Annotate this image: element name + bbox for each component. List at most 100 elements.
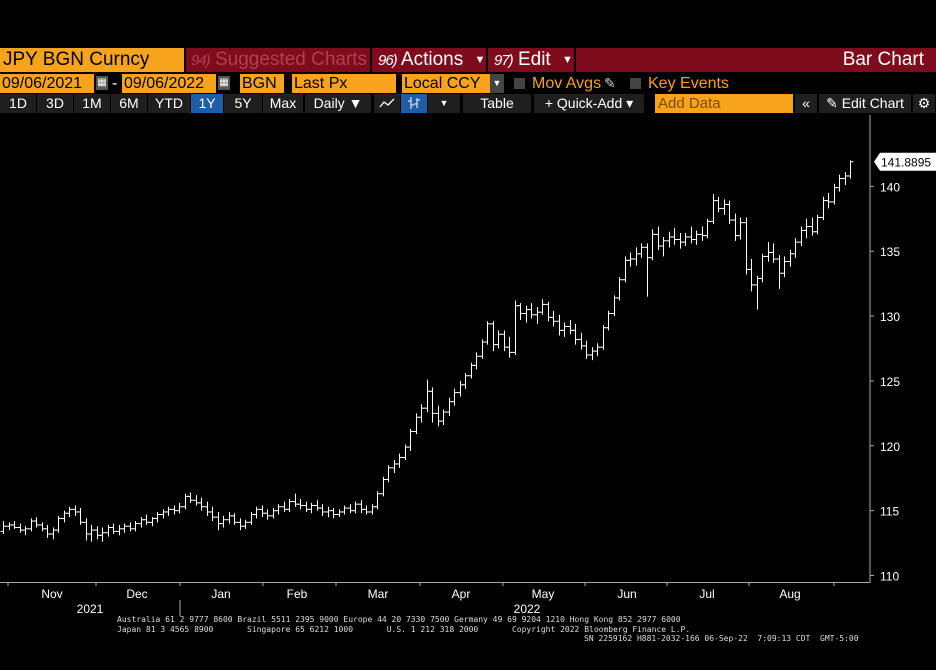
ohlc-bar bbox=[55, 515, 62, 533]
ohlc-series bbox=[0, 160, 854, 542]
ohlc-bar bbox=[193, 495, 200, 506]
currency-dropdown-icon[interactable]: ▼ bbox=[490, 74, 504, 93]
price-chart[interactable]: 110 115 120 125 130 135 140 Nov Dec Jan Feb Mar Apr… bbox=[0, 115, 936, 635]
ohlc-bar bbox=[22, 526, 29, 536]
period-5y-button[interactable]: 5Y bbox=[224, 94, 262, 113]
ohlc-bar bbox=[765, 242, 772, 262]
period-6m-button[interactable]: 6M bbox=[111, 94, 147, 113]
quick-add-button[interactable]: + Quick-Add ▾ bbox=[534, 94, 644, 113]
ohlc-bar bbox=[440, 409, 447, 426]
ohlc-bar bbox=[699, 226, 706, 241]
ohlc-bar bbox=[523, 305, 530, 323]
mov-avgs-checkbox[interactable] bbox=[514, 78, 525, 89]
ohlc-bar bbox=[495, 330, 502, 349]
ohlc-bar bbox=[204, 501, 211, 516]
y-tick-label: 110 bbox=[880, 570, 899, 584]
x-month-label: Feb bbox=[287, 587, 308, 601]
period-1y-button[interactable]: 1Y bbox=[191, 94, 223, 113]
ohlc-bar bbox=[369, 504, 376, 515]
y-tick-label: 125 bbox=[880, 375, 900, 389]
ohlc-bar bbox=[567, 319, 574, 335]
edit-chart-label: Edit Chart bbox=[841, 95, 904, 111]
calendar-icon[interactable]: ▦ bbox=[96, 76, 108, 90]
collapse-icon[interactable]: « bbox=[795, 94, 817, 113]
ohlc-bar bbox=[671, 227, 678, 245]
ohlc-bar bbox=[171, 505, 178, 515]
ohlc-bar bbox=[94, 526, 101, 540]
actions-menu[interactable]: 96) Actions ▼ bbox=[372, 48, 486, 72]
bar-chart-icon[interactable] bbox=[401, 94, 427, 113]
ohlc-bar bbox=[528, 303, 535, 319]
chart-type-dropdown-icon[interactable]: ▼ bbox=[428, 94, 460, 113]
key-events-checkbox[interactable] bbox=[630, 78, 641, 89]
ohlc-bar bbox=[572, 323, 579, 345]
ticker-field[interactable]: JPY BGN Curncy bbox=[0, 48, 184, 72]
ohlc-bar bbox=[39, 522, 46, 532]
y-tick-label: 115 bbox=[880, 505, 899, 519]
ohlc-bar bbox=[710, 194, 717, 224]
edit-menu[interactable]: 97) Edit ▼ bbox=[488, 48, 574, 72]
x-month-label: Jul bbox=[699, 587, 714, 601]
actions-label: Actions bbox=[400, 49, 464, 70]
ohlc-bar bbox=[457, 380, 464, 397]
table-button[interactable]: Table bbox=[463, 94, 531, 113]
x-month-label: Dec bbox=[126, 587, 147, 601]
ohlc-bar bbox=[462, 373, 469, 389]
ohlc-bar bbox=[259, 505, 266, 518]
ohlc-bar bbox=[286, 498, 293, 512]
ohlc-bar bbox=[17, 523, 24, 533]
end-date-input[interactable]: 09/06/2022 bbox=[122, 74, 216, 93]
period-1d-button[interactable]: 1D bbox=[0, 94, 36, 113]
ohlc-bar bbox=[451, 388, 458, 406]
calendar-icon[interactable]: ▦ bbox=[218, 76, 230, 90]
suggested-charts-menu[interactable]: 94) Suggested Charts bbox=[186, 48, 370, 72]
ohlc-bar bbox=[600, 325, 607, 350]
ohlc-bar bbox=[154, 511, 161, 523]
line-chart-icon[interactable] bbox=[374, 94, 400, 113]
chart-frame bbox=[0, 115, 871, 583]
ohlc-bar bbox=[396, 453, 403, 468]
footer-contacts-1: Australia 61 2 9777 8600 Brazil 5511 239… bbox=[117, 615, 681, 624]
period-3d-button[interactable]: 3D bbox=[37, 94, 73, 113]
ohlc-bar bbox=[270, 508, 277, 519]
add-data-input[interactable]: Add Data bbox=[655, 94, 793, 113]
currency-field[interactable]: Local CCY bbox=[402, 74, 490, 93]
y-tick-label: 120 bbox=[880, 440, 900, 454]
ohlc-bar bbox=[677, 233, 684, 249]
frequency-dropdown[interactable]: Daily ▼ bbox=[305, 94, 371, 113]
ohlc-bar bbox=[583, 340, 590, 359]
period-1m-button[interactable]: 1M bbox=[74, 94, 110, 113]
ohlc-bar bbox=[231, 513, 238, 525]
ohlc-bar bbox=[336, 509, 343, 518]
edit-chart-button[interactable]: ✎ Edit Chart bbox=[819, 94, 911, 113]
ohlc-bar bbox=[754, 275, 761, 310]
start-date-input[interactable]: 09/06/2021 bbox=[0, 74, 94, 93]
source-field[interactable]: BGN bbox=[240, 74, 284, 93]
ohlc-bar bbox=[127, 522, 134, 532]
ohlc-bar bbox=[242, 519, 249, 529]
x-year-label: 2021 bbox=[77, 602, 104, 616]
period-ytd-button[interactable]: YTD bbox=[148, 94, 190, 113]
ohlc-bar bbox=[198, 497, 205, 511]
mov-avgs-label: Mov Avgs bbox=[532, 75, 602, 92]
ohlc-bar bbox=[226, 511, 233, 524]
ohlc-bar bbox=[814, 214, 821, 235]
ohlc-bar bbox=[831, 183, 838, 205]
ohlc-bar bbox=[143, 514, 150, 525]
ohlc-bar bbox=[616, 277, 623, 301]
ohlc-bar bbox=[605, 310, 612, 331]
ohlc-bar bbox=[413, 413, 420, 435]
ohlc-bar bbox=[215, 511, 222, 531]
edit-num: 97) bbox=[494, 52, 514, 69]
ohlc-bar bbox=[352, 501, 359, 514]
period-max-button[interactable]: Max bbox=[263, 94, 303, 113]
ohlc-bar bbox=[275, 504, 282, 515]
price-field[interactable]: Last Px bbox=[292, 74, 396, 93]
gear-icon[interactable]: ⚙ bbox=[913, 94, 935, 113]
ohlc-bar bbox=[264, 509, 271, 520]
ohlc-bar bbox=[770, 243, 777, 263]
ohlc-bar bbox=[825, 192, 832, 209]
ohlc-bar bbox=[110, 523, 117, 535]
pencil-icon[interactable]: ✎ bbox=[604, 75, 616, 91]
ohlc-bar bbox=[358, 500, 365, 514]
